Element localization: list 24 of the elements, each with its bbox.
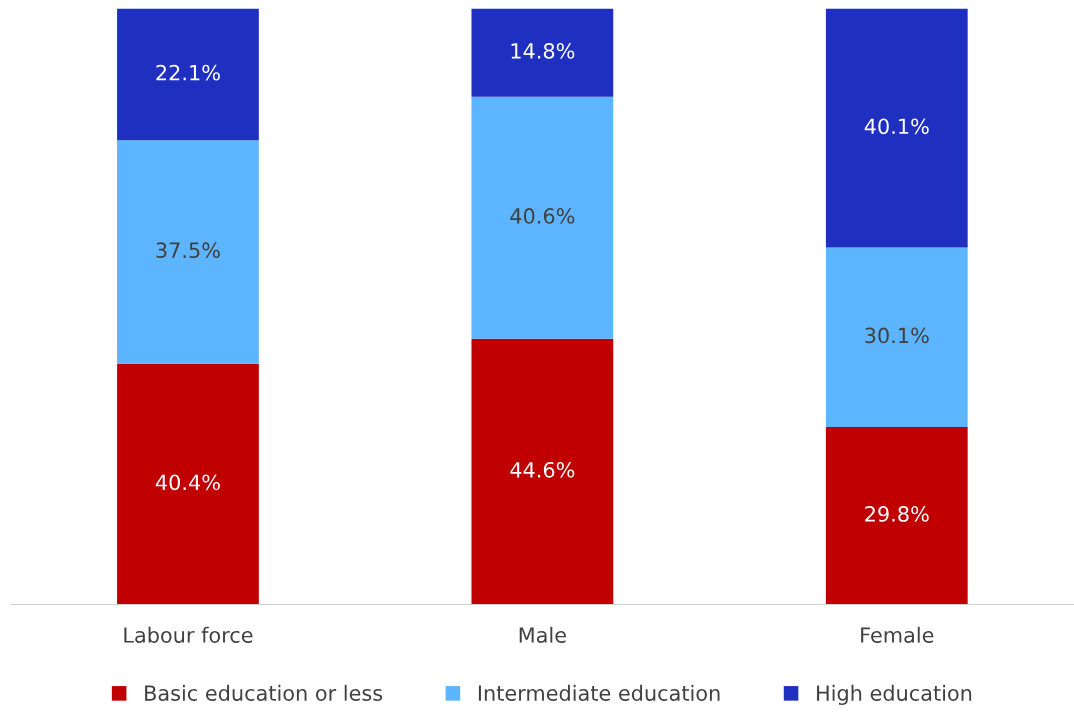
data-label: 29.8%	[865, 506, 929, 522]
data-label: 37.5%	[156, 242, 220, 259]
bar	[825, 247, 968, 427]
legend-label: Basic education or less	[145, 684, 383, 701]
data-label: 40.6%	[510, 208, 575, 224]
data-label: 22.1%	[156, 64, 220, 81]
data-label: 40.1%	[864, 118, 929, 135]
data-label: 44.6%	[510, 461, 575, 478]
bar	[471, 338, 614, 605]
data-label: 30.1%	[865, 327, 929, 344]
bar	[471, 96, 614, 339]
data-label: 14.8%	[511, 43, 575, 59]
bar	[825, 426, 968, 605]
data-label: 40.4%	[155, 474, 220, 491]
bar	[471, 8, 614, 97]
bar	[117, 8, 259, 141]
bar	[825, 8, 968, 248]
legend-label: High education	[817, 684, 972, 705]
legend-label: Intermediate education	[478, 684, 720, 701]
bar	[117, 140, 259, 364]
x-tick-label: Female	[861, 626, 934, 643]
x-tick-label: Labour force	[124, 626, 253, 643]
bar	[117, 363, 259, 605]
x-tick-label: Male	[519, 626, 566, 643]
